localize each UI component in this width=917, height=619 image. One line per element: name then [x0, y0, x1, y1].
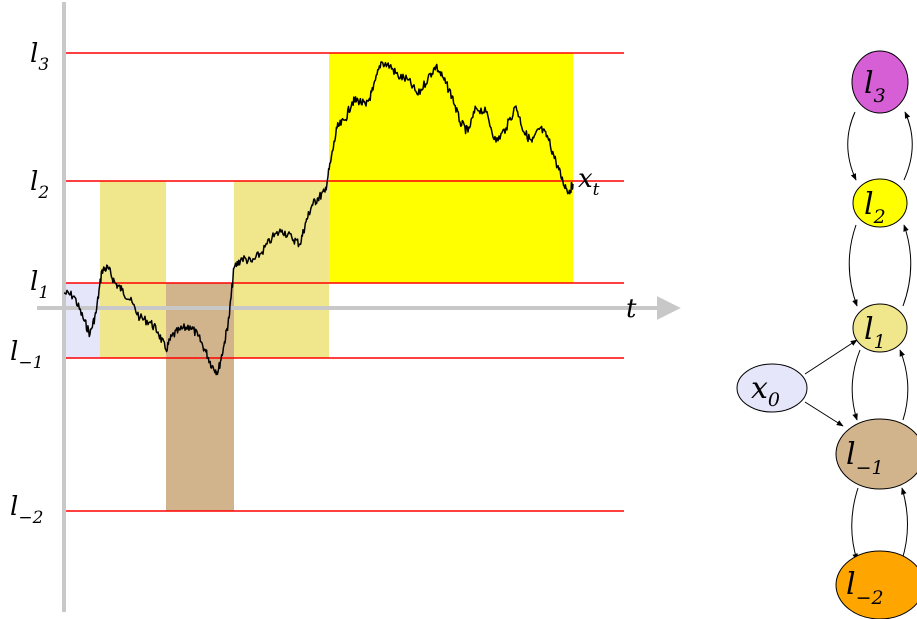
node-lm2: l−2	[835, 550, 917, 619]
time-axis-label: t	[626, 294, 637, 324]
graph-edges	[804, 111, 913, 561]
node-lm1: l−1	[835, 418, 917, 490]
level-label-l2: l2	[30, 167, 49, 203]
svg-text:l−1: l−1	[846, 437, 884, 479]
svg-text:l2: l2	[864, 187, 886, 228]
edge-x0-l1	[804, 339, 858, 375]
node-x0: x0	[736, 363, 808, 413]
edge-l1-l2	[902, 224, 912, 307]
band-lm1	[166, 283, 234, 511]
edge-l1-lm1	[851, 349, 861, 421]
svg-text:l−2: l−2	[846, 567, 884, 609]
edge-x0-lm1	[804, 401, 844, 427]
edge-lm2-lm1	[901, 487, 908, 561]
band-l2	[329, 53, 573, 283]
node-l1: l1	[852, 303, 908, 353]
level-lines	[64, 52, 624, 512]
svg-text:l3: l3	[864, 66, 886, 107]
edge-l3-l2	[847, 111, 857, 181]
svg-text:l1: l1	[864, 312, 886, 353]
band-l1-b	[234, 181, 329, 358]
sample-path	[63, 61, 574, 376]
level-label-l1: l1	[30, 267, 49, 303]
path-label: xt	[578, 164, 600, 200]
edge-lm1-l1	[899, 349, 909, 421]
edge-l2-l1	[848, 224, 858, 307]
state-graph: l3 l2 l1 l−1 l−2 x0	[736, 50, 917, 619]
svg-text:x0: x0	[751, 371, 780, 411]
shaded-regions	[64, 53, 573, 511]
level-label-lm2: l−2	[10, 492, 43, 528]
edge-lm1-lm2	[851, 487, 859, 561]
level-labels: l3 l2 l1 l−1 l−2	[10, 39, 49, 528]
node-l3: l3	[851, 50, 909, 114]
level-label-l3: l3	[30, 39, 49, 75]
edge-l2-l3	[903, 111, 913, 181]
level-label-lm1: l−1	[10, 337, 43, 373]
node-l2: l2	[852, 178, 908, 228]
